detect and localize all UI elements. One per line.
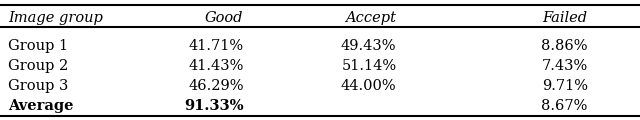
Text: 8.86%: 8.86% xyxy=(541,39,588,53)
Text: 41.43%: 41.43% xyxy=(188,59,244,73)
Text: Average: Average xyxy=(8,99,73,113)
Text: Failed: Failed xyxy=(543,11,588,25)
Text: 51.14%: 51.14% xyxy=(341,59,396,73)
Text: Group 2: Group 2 xyxy=(8,59,68,73)
Text: Group 3: Group 3 xyxy=(8,79,68,93)
Text: 41.71%: 41.71% xyxy=(188,39,244,53)
Text: 49.43%: 49.43% xyxy=(341,39,396,53)
Text: 8.67%: 8.67% xyxy=(541,99,588,113)
Text: 7.43%: 7.43% xyxy=(541,59,588,73)
Text: 9.71%: 9.71% xyxy=(541,79,588,93)
Text: Accept: Accept xyxy=(346,11,396,25)
Text: 91.33%: 91.33% xyxy=(184,99,244,113)
Text: 46.29%: 46.29% xyxy=(188,79,244,93)
Text: Image group: Image group xyxy=(8,11,102,25)
Text: Good: Good xyxy=(205,11,244,25)
Text: Group 1: Group 1 xyxy=(8,39,68,53)
Text: 44.00%: 44.00% xyxy=(341,79,396,93)
